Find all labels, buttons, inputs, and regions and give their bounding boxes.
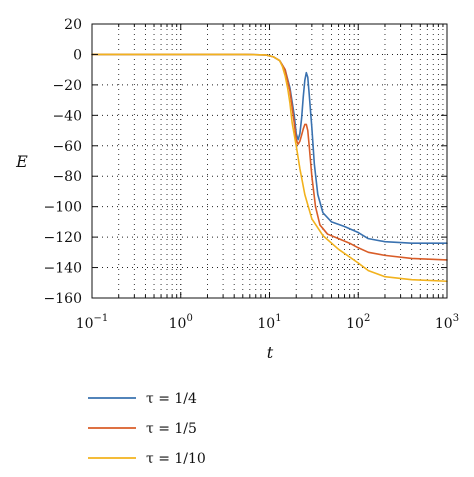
x-tick-label: 103 bbox=[435, 313, 459, 332]
legend: τ = 1/4 τ = 1/5 τ = 1/10 bbox=[88, 391, 206, 467]
x-tick-label: 100 bbox=[169, 313, 193, 332]
legend-label: τ = 1/4 bbox=[146, 391, 197, 407]
y-tick-labels: 20 0 −20 −40 −60 −80 −100 −120 −140 −160 bbox=[44, 17, 82, 307]
series-lines bbox=[91, 53, 448, 283]
y-tick-label: −140 bbox=[44, 261, 82, 277]
x-axis-label: t bbox=[267, 343, 274, 362]
y-tick-label: −120 bbox=[44, 230, 82, 246]
x-tick-labels: 10−1 100 101 102 103 bbox=[76, 313, 459, 332]
axis-ticks bbox=[92, 23, 447, 299]
y-tick-label: 0 bbox=[73, 47, 82, 63]
x-tick-label: 102 bbox=[346, 313, 370, 332]
y-tick-label: −40 bbox=[52, 108, 82, 124]
y-tick-label: −160 bbox=[44, 291, 82, 307]
y-tick-label: −80 bbox=[52, 169, 82, 185]
y-axis-label: E bbox=[15, 152, 28, 171]
x-tick-label: 10−1 bbox=[76, 313, 109, 332]
legend-label: τ = 1/5 bbox=[146, 421, 197, 437]
y-tick-label: −100 bbox=[44, 200, 82, 216]
y-tick-label: −20 bbox=[52, 78, 82, 94]
series-line bbox=[91, 53, 448, 283]
y-tick-label: −60 bbox=[52, 139, 82, 155]
x-tick-label: 101 bbox=[257, 313, 281, 332]
grid-lines bbox=[92, 24, 447, 298]
y-tick-label: 20 bbox=[64, 17, 82, 33]
legend-label: τ = 1/10 bbox=[146, 451, 206, 467]
